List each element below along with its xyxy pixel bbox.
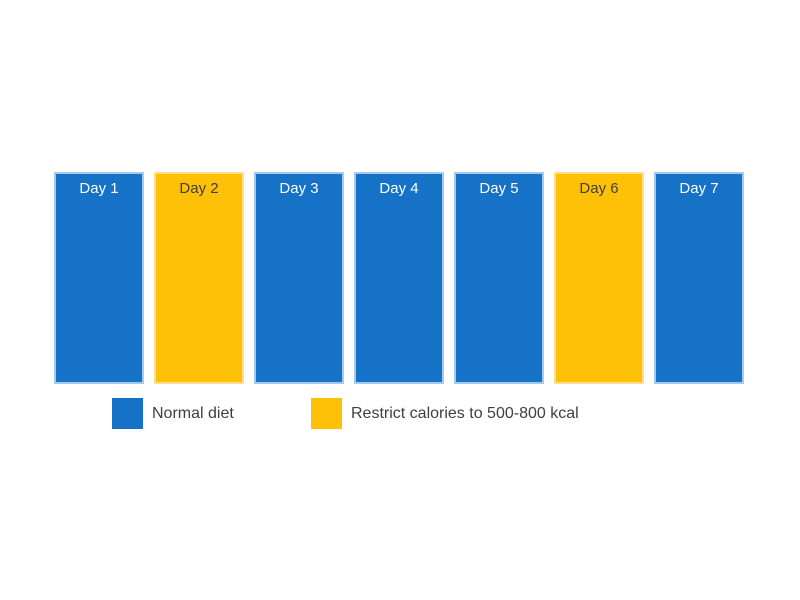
day-column-6: Day 6 [554,172,644,384]
day-label: Day 4 [379,180,419,197]
day-column-5: Day 5 [454,172,544,384]
day-label: Day 6 [579,180,619,197]
legend-swatch-restricted-calories [311,398,342,429]
day-column-7: Day 7 [654,172,744,384]
legend-item-restricted-calories: Restrict calories to 500-800 kcal [311,398,579,429]
legend-label-restricted-calories: Restrict calories to 500-800 kcal [351,404,579,422]
day-column-2: Day 2 [154,172,244,384]
day-label: Day 5 [479,180,519,197]
day-label: Day 3 [279,180,319,197]
day-column-3: Day 3 [254,172,344,384]
legend-item-normal-diet: Normal diet [112,398,234,429]
day-label: Day 2 [179,180,219,197]
day-column-1: Day 1 [54,172,144,384]
day-label: Day 7 [679,180,719,197]
legend-label-normal-diet: Normal diet [152,404,234,422]
day-column-4: Day 4 [354,172,444,384]
legend-swatch-normal-diet [112,398,143,429]
day-columns-row: Day 1 Day 2 Day 3 Day 4 Day 5 Day 6 Day … [54,172,744,384]
day-label: Day 1 [79,180,119,197]
